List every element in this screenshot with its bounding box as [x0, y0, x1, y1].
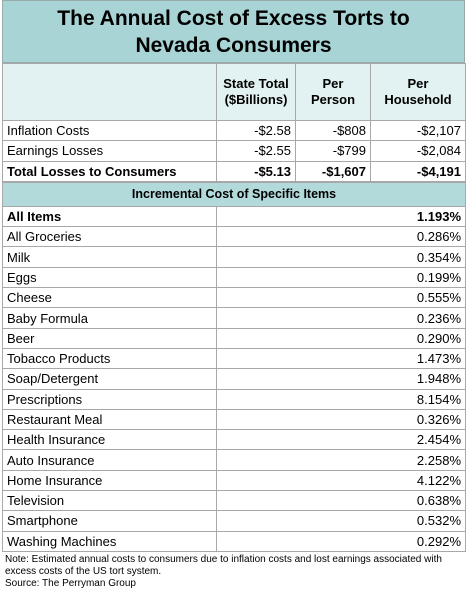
cell-value: -$2,107 — [370, 119, 466, 142]
cell-value: -$799 — [295, 140, 371, 162]
item-row: Smartphone 0.532% — [2, 510, 467, 532]
title: The Annual Cost of Excess Torts to Nevad… — [2, 0, 465, 63]
cell-value: -$2.58 — [216, 119, 296, 142]
item-value: 1.473% — [215, 347, 467, 370]
item-value: 1.948% — [215, 368, 467, 390]
item-label: Cheese — [2, 287, 217, 309]
item-value: 2.258% — [215, 449, 467, 471]
items-table: Incremental Cost of Specific Items All I… — [1, 181, 467, 552]
item-value: 0.354% — [215, 246, 467, 268]
header-row: State Total ($Billions) Per Person Per Hou… — [2, 63, 466, 121]
item-label: Home Insurance — [2, 469, 217, 492]
cell-value: -$2.55 — [216, 140, 296, 162]
item-row: Washing Machines 0.292% — [2, 530, 467, 552]
row-label: Earnings Losses — [2, 140, 217, 162]
cell-value: -$2,084 — [370, 140, 466, 162]
row-label: Inflation Costs — [2, 119, 217, 142]
item-value: 0.638% — [215, 490, 467, 512]
item-value: 0.236% — [215, 307, 467, 329]
page: The Annual Cost of Excess Torts to Nevad… — [1, 0, 467, 592]
item-label: Auto Insurance — [2, 449, 217, 471]
item-row: All Items 1.193% — [2, 205, 467, 228]
item-value: 0.532% — [215, 510, 467, 532]
header-cell — [2, 63, 217, 121]
source: Source: The Perryman Group — [5, 577, 136, 589]
item-row: Cheese 0.555% — [2, 287, 467, 309]
item-row: Eggs 0.199% — [2, 266, 467, 289]
item-label: Restaurant Meal — [2, 408, 217, 431]
item-label: Soap/Detergent — [2, 368, 217, 390]
cell-value: -$5.13 — [216, 160, 296, 182]
section-title: Incremental Cost of Specific Items — [1, 181, 467, 207]
item-value: 4.122% — [215, 469, 467, 492]
item-value: 0.199% — [215, 266, 467, 289]
item-value: 0.555% — [215, 287, 467, 309]
summary-row: Total Losses to Consumers -$5.13 -$1,607 -$… — [2, 160, 466, 182]
item-label: Washing Machines — [2, 530, 217, 552]
item-value: 0.326% — [215, 408, 467, 431]
summary-row: Inflation Costs -$2.58 -$808 -$2,107 — [2, 119, 466, 142]
item-value: 1.193% — [215, 205, 467, 228]
item-label: Milk — [2, 246, 217, 268]
cell-value: -$1,607 — [295, 160, 371, 182]
item-value: 0.286% — [215, 226, 467, 248]
section-row: Incremental Cost of Specific Items — [1, 181, 467, 207]
item-row: Baby Formula 0.236% — [2, 307, 467, 329]
item-label: Beer — [2, 327, 217, 349]
item-label: Health Insurance — [2, 429, 217, 451]
item-label: All Groceries — [2, 226, 217, 248]
item-value: 8.154% — [215, 388, 467, 410]
summary-table: State Total ($Billions) Per Person Per Hou… — [2, 63, 466, 182]
item-row: Prescriptions 8.154% — [2, 388, 467, 410]
cell-value: -$808 — [295, 119, 371, 142]
summary-row: Earnings Losses -$2.55 -$799 -$2,084 — [2, 140, 466, 162]
note-text: Note: Estimated annual costs to consumer… — [5, 553, 442, 577]
item-label: Television — [2, 490, 217, 512]
item-row: Soap/Detergent 1.948% — [2, 368, 467, 390]
item-row: Health Insurance 2.454% — [2, 429, 467, 451]
cell-value: -$4,191 — [370, 160, 466, 182]
item-row: Beer 0.290% — [2, 327, 467, 349]
header-cell: State Total ($Billions) — [216, 63, 296, 121]
item-value: 2.454% — [215, 429, 467, 451]
item-label: Tobacco Products — [2, 347, 217, 370]
item-label: All Items — [2, 205, 217, 228]
row-label: Total Losses to Consumers — [2, 160, 217, 182]
item-label: Baby Formula — [2, 307, 217, 329]
item-row: Home Insurance 4.122% — [2, 469, 467, 492]
item-row: All Groceries 0.286% — [2, 226, 467, 248]
note: Note: Estimated annual costs to consumer… — [2, 552, 465, 592]
header-cell: Per Household — [370, 63, 466, 121]
item-row: Restaurant Meal 0.326% — [2, 408, 467, 431]
item-row: Milk 0.354% — [2, 246, 467, 268]
item-value: 0.290% — [215, 327, 467, 349]
item-row: Auto Insurance 2.258% — [2, 449, 467, 471]
item-label: Prescriptions — [2, 388, 217, 410]
item-label: Smartphone — [2, 510, 217, 532]
item-label: Eggs — [2, 266, 217, 289]
item-row: Tobacco Products 1.473% — [2, 347, 467, 370]
item-row: Television 0.638% — [2, 490, 467, 512]
header-cell: Per Person — [295, 63, 371, 121]
item-value: 0.292% — [215, 530, 467, 552]
